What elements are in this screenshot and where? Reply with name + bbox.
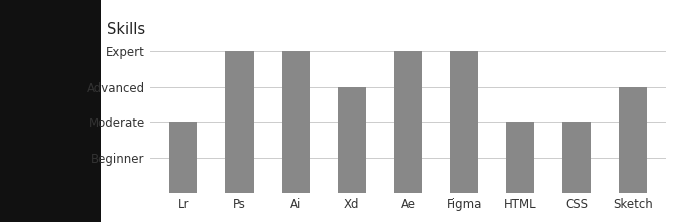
Bar [619,87,647,193]
Bar [507,122,534,193]
Bar [450,51,478,193]
Bar [169,122,197,193]
Bar [282,51,309,193]
Bar [226,51,254,193]
Bar [562,122,590,193]
Bar [394,51,422,193]
Text: Skills: Skills [107,22,146,37]
Bar [338,87,366,193]
